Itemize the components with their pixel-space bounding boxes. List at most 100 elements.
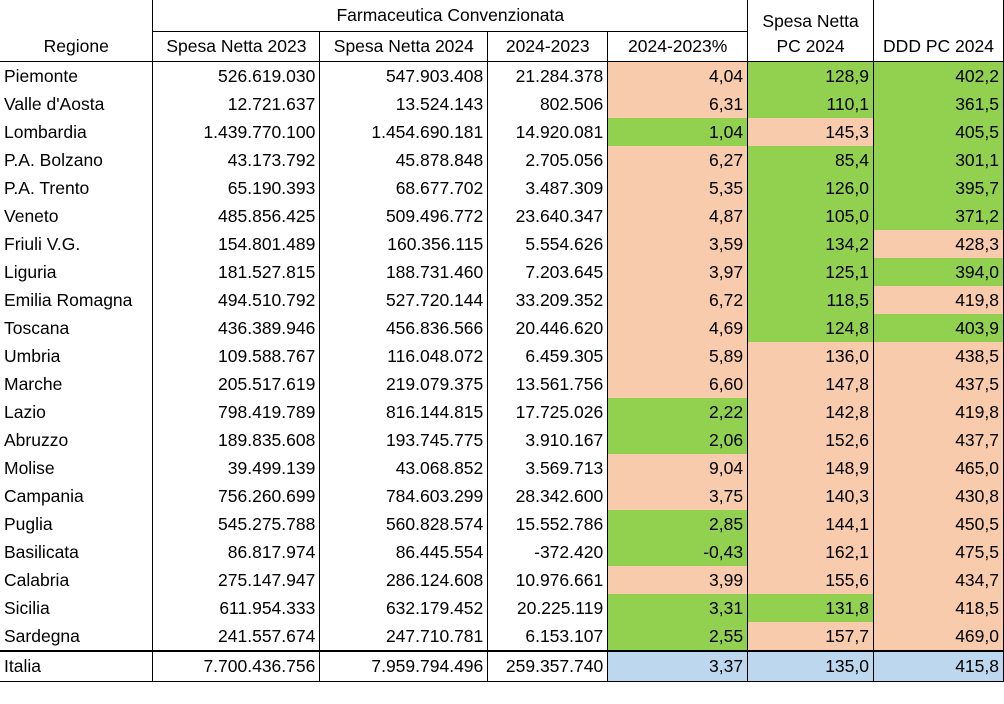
cell-spesa-pc: 131,8 — [747, 594, 874, 622]
table-row: Molise 39.499.139 43.068.852 3.569.713 9,04 1… — [0, 454, 1004, 482]
table-row: Friuli V.G. 154.801.489 160.356.115 5.554.6… — [0, 230, 1004, 258]
cell-spesa-2023: 1.439.770.100 — [152, 118, 321, 146]
cell-spesa-2024: 527.720.144 — [319, 286, 489, 314]
cell-diff-pct: 3,75 — [607, 482, 749, 510]
cell-spesa-2024: 247.710.781 — [319, 622, 489, 651]
pharma-spending-table: Farmaceutica Convenzionata Spesa Netta R… — [0, 0, 1004, 682]
cell-spesa-2024: 160.356.115 — [319, 230, 489, 258]
cell-spesa-pc: 148,9 — [747, 454, 874, 482]
header-row-bottom: Regione Spesa Netta 2023 Spesa Netta 202… — [0, 31, 1004, 62]
header-blank-cell-ddd — [873, 0, 1004, 32]
cell-spesa-2023: 611.954.333 — [152, 594, 321, 622]
cell-diff-pct: 5,89 — [607, 342, 749, 370]
cell-diff-pct: 3,59 — [607, 230, 749, 258]
cell-ddd-pc: 402,2 — [873, 61, 1004, 90]
cell-spesa-pc: 147,8 — [747, 370, 874, 398]
cell-spesa-2023: 526.619.030 — [152, 61, 321, 90]
cell-diff-pct: 4,69 — [607, 314, 749, 342]
cell-spesa-pc: 134,2 — [747, 230, 874, 258]
cell-spesa-pc: 144,1 — [747, 510, 874, 538]
cell-diff: 3.910.167 — [487, 426, 609, 454]
table-row: Lombardia 1.439.770.100 1.454.690.181 14.92… — [0, 118, 1004, 146]
cell-ddd-pc: 437,5 — [873, 370, 1004, 398]
cell-spesa-pc: 125,1 — [747, 258, 874, 286]
cell-ddd-pc: 437,7 — [873, 426, 1004, 454]
cell-ddd-pc: 301,1 — [873, 146, 1004, 174]
col-pc-top-label: Spesa Netta — [747, 0, 874, 32]
cell-regione: P.A. Trento — [0, 174, 154, 202]
cell-spesa-2024: 547.903.408 — [319, 61, 489, 90]
table-row: Lazio 798.419.789 816.144.815 17.725.026 2,2… — [0, 398, 1004, 426]
cell-regione: Sicilia — [0, 594, 154, 622]
table-row: Sardegna 241.557.674 247.710.781 6.153.107 2… — [0, 622, 1004, 651]
cell-spesa-2024: 193.745.775 — [319, 426, 489, 454]
cell-diff: 14.920.081 — [487, 118, 609, 146]
total-cell-regione: Italia — [0, 650, 154, 682]
cell-spesa-2024: 560.828.574 — [319, 510, 489, 538]
col-ddd-header: DDD PC 2024 — [873, 31, 1004, 62]
table-row: Piemonte 526.619.030 547.903.408 21.284.378… — [0, 61, 1004, 90]
cell-spesa-2024: 116.048.072 — [319, 342, 489, 370]
cell-diff: -372.420 — [487, 538, 609, 566]
cell-spesa-2023: 436.389.946 — [152, 314, 321, 342]
cell-spesa-2024: 219.079.375 — [319, 370, 489, 398]
cell-diff: 33.209.352 — [487, 286, 609, 314]
cell-diff-pct: -0,43 — [607, 538, 749, 566]
cell-spesa-2023: 545.275.788 — [152, 510, 321, 538]
cell-ddd-pc: 430,8 — [873, 482, 1004, 510]
total-cell-spesa-2023: 7.700.436.756 — [152, 650, 321, 682]
table-row: Campania 756.260.699 784.603.299 28.342.600… — [0, 482, 1004, 510]
cell-regione: Piemonte — [0, 61, 154, 90]
cell-spesa-pc: 140,3 — [747, 482, 874, 510]
cell-spesa-pc: 128,9 — [747, 61, 874, 90]
cell-diff-pct: 4,87 — [607, 202, 749, 230]
total-cell-diff: 259.357.740 — [487, 650, 609, 682]
cell-regione: Valle d'Aosta — [0, 90, 154, 118]
cell-spesa-2024: 286.124.608 — [319, 566, 489, 594]
total-cell-ddd-pc: 415,8 — [873, 650, 1004, 682]
cell-spesa-2024: 45.878.848 — [319, 146, 489, 174]
col-spesa-2023-header: Spesa Netta 2023 — [152, 31, 321, 62]
table-row: Puglia 545.275.788 560.828.574 15.552.786 2,… — [0, 510, 1004, 538]
cell-diff-pct: 2,22 — [607, 398, 749, 426]
col-region-header: Regione — [0, 31, 154, 62]
cell-diff-pct: 2,06 — [607, 426, 749, 454]
table-row: Abruzzo 189.835.608 193.745.775 3.910.167 2,… — [0, 426, 1004, 454]
col-spesa-2024-header: Spesa Netta 2024 — [319, 31, 489, 62]
col-diff-pct-header: 2024-2023% — [607, 31, 749, 62]
cell-regione: Liguria — [0, 258, 154, 286]
cell-diff-pct: 3,97 — [607, 258, 749, 286]
table-row: Calabria 275.147.947 286.124.608 10.976.661… — [0, 566, 1004, 594]
cell-regione: P.A. Bolzano — [0, 146, 154, 174]
cell-ddd-pc: 371,2 — [873, 202, 1004, 230]
cell-spesa-2023: 485.856.425 — [152, 202, 321, 230]
cell-ddd-pc: 450,5 — [873, 510, 1004, 538]
cell-spesa-pc: 124,8 — [747, 314, 874, 342]
cell-diff: 17.725.026 — [487, 398, 609, 426]
header-blank-cell — [0, 0, 154, 32]
cell-diff: 10.976.661 — [487, 566, 609, 594]
cell-regione: Molise — [0, 454, 154, 482]
cell-ddd-pc: 405,5 — [873, 118, 1004, 146]
cell-spesa-2023: 12.721.637 — [152, 90, 321, 118]
cell-spesa-2023: 86.817.974 — [152, 538, 321, 566]
cell-diff-pct: 9,04 — [607, 454, 749, 482]
table-row: Emilia Romagna 494.510.792 527.720.144 33.2… — [0, 286, 1004, 314]
cell-spesa-2023: 65.190.393 — [152, 174, 321, 202]
total-cell-spesa-2024: 7.959.794.496 — [319, 650, 489, 682]
cell-regione: Basilicata — [0, 538, 154, 566]
cell-diff-pct: 6,60 — [607, 370, 749, 398]
cell-diff: 3.569.713 — [487, 454, 609, 482]
cell-regione: Sardegna — [0, 622, 154, 651]
cell-diff: 28.342.600 — [487, 482, 609, 510]
cell-ddd-pc: 469,0 — [873, 622, 1004, 651]
table-row: P.A. Bolzano 43.173.792 45.878.848 2.705.05… — [0, 146, 1004, 174]
cell-regione: Lombardia — [0, 118, 154, 146]
cell-spesa-pc: 142,8 — [747, 398, 874, 426]
cell-spesa-pc: 157,7 — [747, 622, 874, 651]
cell-spesa-pc: 110,1 — [747, 90, 874, 118]
cell-spesa-2024: 1.454.690.181 — [319, 118, 489, 146]
table-row: Marche 205.517.619 219.079.375 13.561.756 6,… — [0, 370, 1004, 398]
cell-ddd-pc: 395,7 — [873, 174, 1004, 202]
cell-diff: 802.506 — [487, 90, 609, 118]
